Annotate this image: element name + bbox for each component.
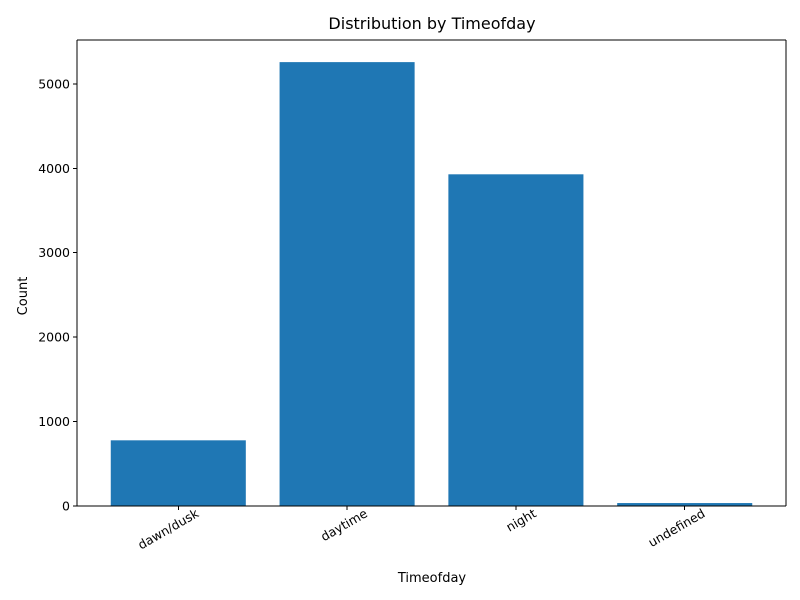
y-axis-label: Count	[16, 277, 31, 316]
y-tick-label: 3000	[38, 245, 70, 260]
bar-daytime	[279, 62, 415, 507]
y-tick-label: 5000	[38, 76, 70, 91]
chart-title: Distribution by Timeofday	[328, 14, 535, 33]
x-tick-label: night	[503, 505, 538, 534]
x-axis-label: Timeofday	[397, 571, 467, 586]
x-tick-label: dawn/dusk	[135, 505, 202, 552]
axes-layer	[76, 39, 787, 507]
bar-dawn-dusk	[110, 440, 246, 506]
x-tick-label: undefined	[646, 506, 708, 550]
y-tick-label: 1000	[38, 414, 70, 429]
bar-undefined	[617, 503, 753, 506]
y-tick-label: 4000	[38, 161, 70, 176]
bar-night	[448, 174, 584, 506]
x-tick-label: daytime	[318, 505, 370, 544]
y-tick-label: 0	[62, 499, 70, 514]
bars-layer	[110, 62, 753, 507]
y-tick-label: 2000	[38, 330, 70, 345]
